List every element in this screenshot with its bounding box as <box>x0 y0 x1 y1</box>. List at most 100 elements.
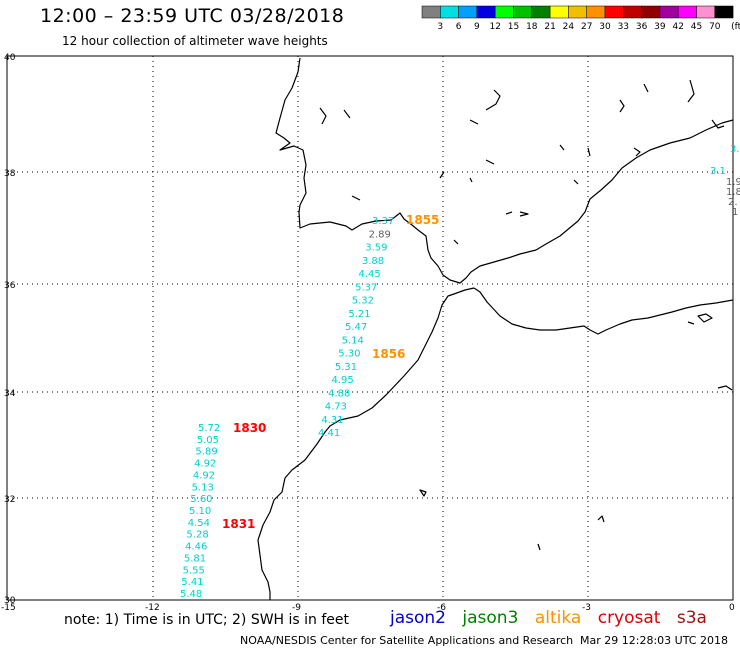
lat-label: 36 <box>4 281 16 291</box>
lon-label: -9 <box>292 603 301 613</box>
satellite-s3a: s3a <box>676 608 707 628</box>
chart-title: 12:00 – 23:59 UTC 03/28/2018 <box>40 5 345 27</box>
swh-value: 4.95 <box>332 375 354 386</box>
swh-value: 5.60 <box>190 494 212 505</box>
colorbar-swatch <box>641 5 661 19</box>
colorbar-swatch <box>659 5 679 19</box>
swh-value: 5.37 <box>355 282 377 293</box>
swh-value: 4.88 <box>328 388 350 399</box>
swh-value: 5.41 <box>181 577 203 588</box>
colorbar-swatch <box>421 5 441 19</box>
swh-value: 5.13 <box>192 482 214 493</box>
colorbar-swatch <box>568 5 587 19</box>
lon-label: -6 <box>437 603 446 613</box>
swh-value: 2.89 <box>369 229 391 240</box>
colorbar-swatch <box>440 5 459 19</box>
colorbar-swatch <box>549 5 569 19</box>
satellite-jason3: jason3 <box>462 608 519 628</box>
swh-value: 1.9 <box>726 177 740 188</box>
swh-value: 3.1 <box>710 166 726 177</box>
colorbar-label: 39 <box>654 22 666 32</box>
edge-pass-values: 3. 3.11.91.82.1 <box>710 144 740 218</box>
colorbar-label: 33 <box>618 22 629 32</box>
swh-value: 4.31 <box>321 415 343 426</box>
colorbar-swatch <box>696 5 716 19</box>
swh-value: 5.21 <box>348 309 370 320</box>
colorbar-label: 3 <box>437 22 443 32</box>
colorbar-swatch <box>623 5 642 19</box>
lon-label: -15 <box>1 603 16 613</box>
swh-value: 1 <box>732 207 738 218</box>
satellite-legend: jason2 jason3 altika cryosat s3a <box>390 608 718 628</box>
pass-time-1855: 1855 <box>406 213 439 227</box>
lon-label: 0 <box>729 603 735 613</box>
cryosat-pass-values: 5.725.055.894.924.925.135.605.104.545.28… <box>180 423 220 600</box>
swh-value: 5.10 <box>189 506 211 517</box>
swh-value: 5.72 <box>198 423 220 434</box>
swh-value: 2. <box>728 197 738 208</box>
swh-value: 5.05 <box>197 435 219 446</box>
lat-label: 32 <box>4 495 15 505</box>
swh-value: 1.8 <box>726 187 740 198</box>
colorbar-label: 42 <box>672 22 683 32</box>
chart-subtitle: 12 hour collection of altimeter wave hei… <box>62 34 328 48</box>
swh-value: 5.31 <box>335 362 357 373</box>
swh-value: 4.41 <box>318 428 340 439</box>
footer-note: note: 1) Time is in UTC; 2) SWH is in fe… <box>64 612 350 628</box>
lat-label: 34 <box>4 389 16 399</box>
colorbar-label: 21 <box>544 22 555 32</box>
swh-value: 5.28 <box>186 530 208 541</box>
colorbar-swatch <box>586 5 606 19</box>
colorbar-swatch <box>531 5 551 19</box>
grid-lines <box>7 56 733 600</box>
colorbar-label: 45 <box>691 22 702 32</box>
colorbar-label: 27 <box>581 22 592 32</box>
satellite-jason2: jason2 <box>390 608 446 628</box>
swh-value: 5.89 <box>195 447 217 458</box>
swh-value: 5.48 <box>180 589 202 600</box>
colorbar-label: 36 <box>636 22 648 32</box>
swh-value: 5.14 <box>342 335 364 346</box>
satellite-cryosat: cryosat <box>597 608 661 628</box>
swh-value: 4.45 <box>359 269 381 280</box>
colorbar-label: 6 <box>456 22 462 32</box>
colorbar-swatch <box>458 5 478 19</box>
colorbar-swatch <box>476 5 496 19</box>
coastline <box>257 57 734 600</box>
swh-value: 3.59 <box>365 243 387 254</box>
swh-value: 5.32 <box>352 296 374 307</box>
swh-value: 5.55 <box>183 565 205 576</box>
swh-value: 4.92 <box>194 459 216 470</box>
lon-label: -3 <box>582 603 591 613</box>
pass-time-1831: 1831 <box>222 517 255 531</box>
swh-value: 4.73 <box>325 402 347 413</box>
swh-value: 4.92 <box>193 470 215 481</box>
colorbar-swatch <box>714 5 734 19</box>
lon-label: -12 <box>145 603 160 613</box>
altika-pass-values: 3.37 2.89 3.59 3.88 4.45 5.37 5.32 5.21 5.47 5.14… <box>318 216 394 439</box>
colorbar-label: 15 <box>508 22 519 32</box>
credit-text: NOAA/NESDIS Center for Satellite Applica… <box>240 634 574 647</box>
swh-value: 3.88 <box>362 256 384 267</box>
colorbar-swatch <box>604 5 624 19</box>
map-frame <box>6 55 734 601</box>
swh-value: 5.47 <box>345 322 367 333</box>
swh-value: 5.30 <box>338 349 360 360</box>
swh-value: 3.37 <box>372 216 394 227</box>
colorbar-unit: (ft) <box>731 22 740 32</box>
colorbar-label: 70 <box>709 22 721 32</box>
lat-label: 30 <box>4 596 16 606</box>
colorbar-label: 24 <box>563 22 575 32</box>
pass-time-1856: 1856 <box>372 347 405 361</box>
pass-time-labels: 1855 1856 1830 1831 <box>222 213 439 531</box>
colorbar-swatch <box>494 5 514 19</box>
swh-value: 5.81 <box>184 553 206 564</box>
lat-label: 40 <box>4 53 16 63</box>
swh-value: 4.54 <box>188 518 210 529</box>
satellite-altika: altika <box>534 608 582 628</box>
swh-value: 3. <box>730 144 740 155</box>
colorbar-label: 9 <box>474 22 480 32</box>
colorbar-label: 12 <box>489 22 500 32</box>
